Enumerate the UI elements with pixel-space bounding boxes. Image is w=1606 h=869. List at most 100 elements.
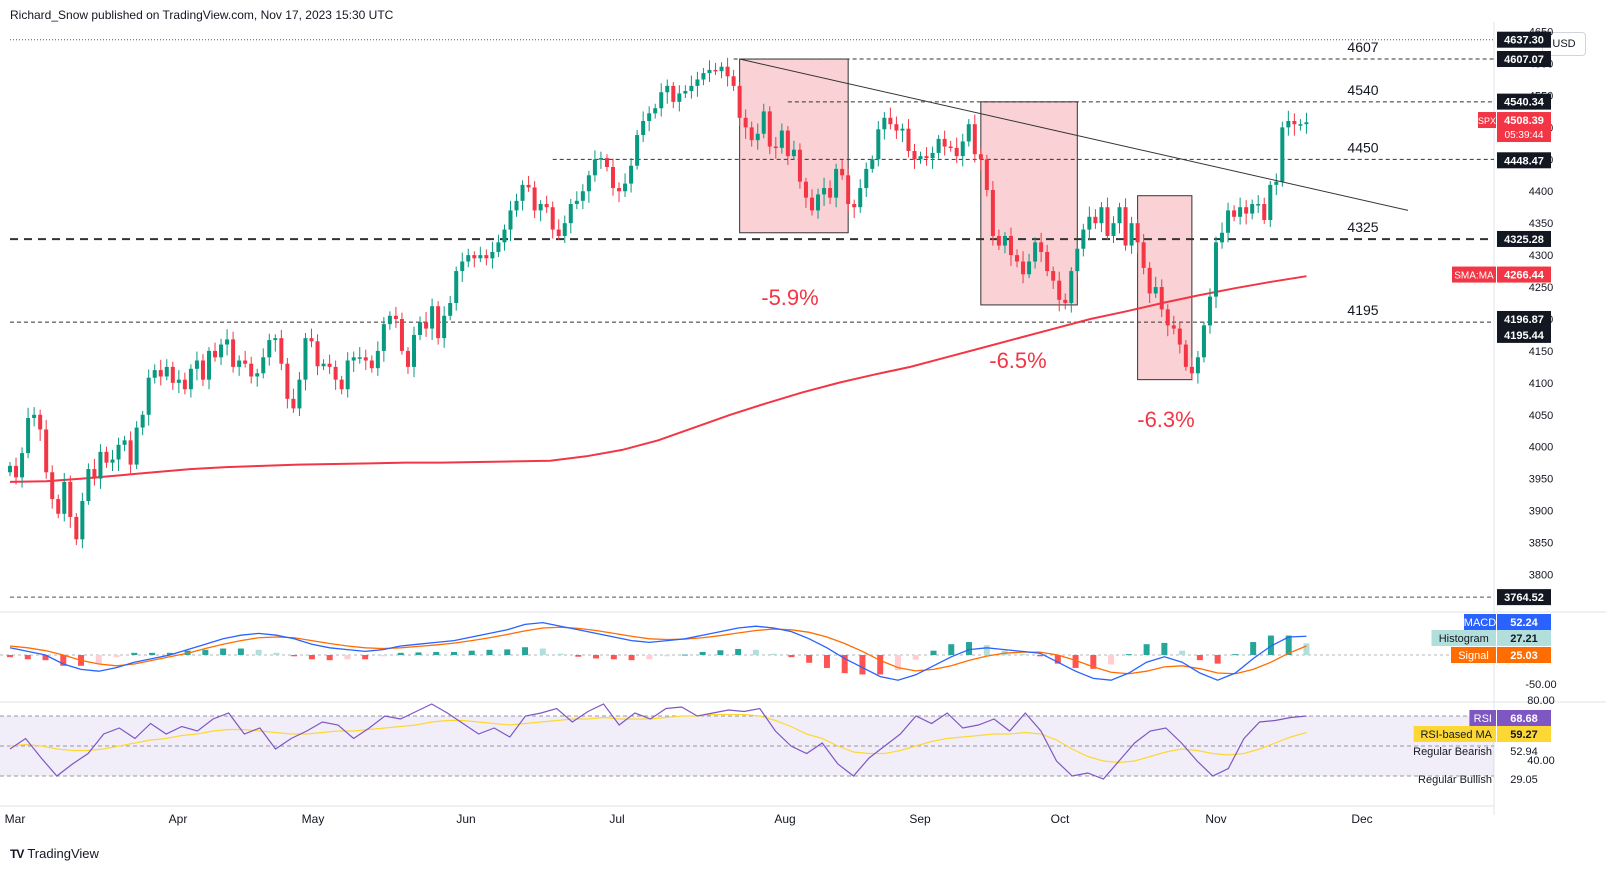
macd-tick: -50.00 — [1525, 679, 1556, 691]
sma-price: 4266.44 — [1504, 270, 1545, 282]
drawdown-label: -5.9% — [761, 285, 818, 310]
macd-histogram-bar — [95, 655, 102, 664]
macd-histogram-bar — [966, 642, 973, 655]
candle-body — [86, 469, 91, 502]
candle-body — [731, 76, 736, 86]
month-label: Dec — [1351, 812, 1372, 826]
candle-body — [960, 141, 965, 157]
candle-body — [870, 159, 875, 169]
macd-histogram-bar — [699, 651, 706, 655]
candle-body — [1304, 122, 1309, 125]
trendline[interactable] — [739, 58, 1409, 211]
candle-body — [327, 363, 332, 367]
macd-histogram-bar — [397, 652, 404, 655]
candle-body — [128, 440, 133, 465]
candle-body — [1008, 235, 1013, 256]
candle-body — [562, 223, 567, 236]
brand-name: TradingView — [27, 846, 99, 861]
macd-histogram-bar — [859, 655, 866, 675]
candle-body — [1075, 248, 1080, 272]
candle-body — [1256, 204, 1261, 206]
candle-body — [779, 130, 784, 148]
candle-body — [574, 200, 579, 205]
candle-body — [213, 350, 218, 358]
candle-body — [460, 261, 465, 272]
macd-histogram-bar — [1072, 655, 1079, 668]
candle-body — [683, 90, 688, 94]
macd-histogram-bar — [504, 649, 511, 655]
candle-body — [393, 315, 398, 319]
candle-body — [146, 377, 151, 415]
candle-body — [188, 368, 193, 390]
candle-body — [568, 204, 573, 224]
macd-histogram-bar — [237, 648, 244, 655]
candle-body — [1111, 223, 1116, 236]
candle-body — [297, 379, 302, 409]
candle-body — [466, 255, 471, 262]
candle-body — [74, 516, 79, 540]
candle-body — [496, 242, 501, 252]
macd-histogram-bar — [362, 655, 369, 660]
price-tags: 4637.30 4607.07 4540.34 4448.47 4325.28 4196.… — [1452, 31, 1551, 606]
macd-histogram-bar — [770, 653, 777, 655]
macd-legend-name-bg — [1431, 630, 1496, 646]
candle-body — [629, 165, 634, 184]
price-tag-bg — [1497, 152, 1551, 169]
price-tick: 4350 — [1529, 218, 1553, 230]
candle-body — [1002, 235, 1007, 246]
candle-body — [713, 69, 718, 72]
candle-body — [876, 129, 881, 160]
price-tag-text: 4607.07 — [1504, 54, 1544, 66]
candle-body — [490, 251, 495, 259]
candle-body — [399, 318, 404, 351]
month-label: Apr — [169, 812, 188, 826]
macd-pane: MACD 52.24 Histogram 27.21 Signal 25.03 -50.00 — [0, 614, 1557, 691]
candle-body — [1141, 242, 1146, 268]
candle-body — [858, 188, 863, 208]
price-tag-text: 3764.52 — [1504, 592, 1544, 604]
candle-body — [104, 451, 109, 463]
price-tag-bg — [1497, 589, 1551, 606]
month-label: May — [302, 812, 325, 826]
candle-body — [206, 350, 211, 380]
tradingview-footer[interactable]: TV TradingView — [10, 846, 99, 861]
macd-histogram-bar — [735, 648, 742, 655]
candle-body — [822, 188, 827, 195]
macd-histogram-bar — [1108, 655, 1115, 665]
candle-body — [930, 152, 935, 159]
drawdown-label: -6.5% — [989, 348, 1046, 373]
candle-body — [864, 168, 869, 189]
rsi-legend-name-bg — [1413, 726, 1496, 742]
candle-body — [412, 334, 417, 367]
candle-body — [1069, 271, 1074, 304]
candle-body — [598, 158, 603, 160]
candle-body — [1274, 181, 1279, 185]
candle-body — [8, 465, 12, 473]
price-tick: 3900 — [1529, 506, 1553, 518]
candle-body — [14, 465, 19, 478]
candle-body — [755, 133, 760, 141]
candle-body — [279, 338, 284, 364]
rsi-legend-value: 68.68 — [1510, 713, 1538, 725]
candle-body — [1051, 271, 1056, 281]
candle-body — [1027, 261, 1032, 275]
time-axis[interactable]: Mar Apr May Jun Jul Aug Sep Oct Nov Dec — [5, 812, 1373, 826]
macd-histogram-bar — [468, 650, 475, 655]
rsi-legend-name: Regular Bearish — [1413, 746, 1492, 758]
price-tag-bg — [1497, 31, 1551, 48]
spx-name: SPX — [1478, 116, 1496, 126]
macd-histogram-bar — [877, 655, 884, 675]
candle-body — [50, 472, 55, 500]
candle-body — [671, 85, 676, 102]
macd-histogram-bar — [628, 655, 635, 661]
candle-body — [436, 306, 441, 339]
spx-price-bg — [1497, 112, 1551, 143]
macd-legend-name-bg — [1464, 614, 1496, 630]
price-axis[interactable]: 3800385039003950400040504100415042004250… — [1529, 27, 1553, 582]
candle-body — [556, 229, 561, 236]
macd-legend-name: Histogram — [1439, 633, 1489, 645]
candle-body — [357, 357, 362, 359]
candle-body — [882, 117, 887, 130]
candle-body — [550, 207, 555, 230]
